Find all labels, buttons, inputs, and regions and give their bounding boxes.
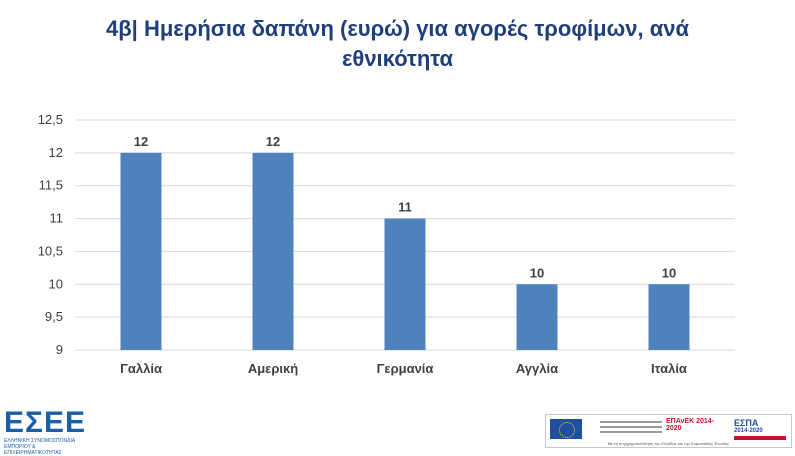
- bar: [120, 152, 162, 350]
- y-tick-label: 12,5: [38, 112, 63, 127]
- chart-title: 4β| Ημερήσια δαπάνη (ευρώ) για αγορές τρ…: [0, 14, 795, 74]
- y-tick-label: 11: [50, 211, 64, 226]
- x-tick-label: Αγγλία: [516, 361, 558, 376]
- greek-republic-emblem: [600, 418, 662, 440]
- bar: [252, 152, 294, 350]
- eu-flag-icon: [550, 419, 582, 439]
- espa-logo-years: 2014-2020: [734, 428, 763, 434]
- y-tick-label: 12: [49, 145, 63, 160]
- title-line-1: 4β| Ημερήσια δαπάνη (ευρώ) για αγορές τρ…: [106, 16, 689, 41]
- title-line-2: εθνικότητα: [341, 46, 454, 71]
- data-label: 12: [266, 134, 280, 149]
- x-tick-label: Αμερική: [248, 361, 298, 376]
- esee-logo-text: ΕΣΕΕ: [4, 406, 87, 439]
- data-label: 10: [530, 265, 544, 280]
- esee-logo-subtitle: ΕΛΛΗΝΙΚΗ ΣΥΝΟΜΟΣΠΟΝΔΙΑ ΕΜΠΟΡΙΟΥ & ΕΠΙΧΕΙ…: [4, 438, 75, 456]
- esee-logo: ΕΣΕΕ ΕΛΛΗΝΙΚΗ ΣΥΝΟΜΟΣΠΟΝΔΙΑ ΕΜΠΟΡΙΟΥ & Ε…: [4, 406, 104, 456]
- x-tick-label: Γαλλία: [120, 361, 162, 376]
- x-tick-label: Γερμανία: [377, 361, 434, 376]
- y-tick-label: 9,5: [45, 309, 63, 324]
- epanek-logo: ΕΠΑνΕΚ 2014-2020: [666, 418, 714, 432]
- x-tick-label: Ιταλία: [651, 361, 687, 376]
- data-label: 10: [662, 265, 676, 280]
- funding-banner: ΕΠΑνΕΚ 2014-2020 ΕΣΠΑ 2014-2020 Με τη συ…: [545, 414, 792, 448]
- bar: [384, 218, 426, 350]
- bar: [648, 284, 690, 350]
- data-label: 11: [398, 200, 412, 215]
- y-tick-label: 9: [56, 342, 63, 357]
- y-tick-label: 11,5: [39, 178, 63, 193]
- y-tick-label: 10,5: [38, 243, 63, 258]
- bar: [516, 284, 558, 350]
- y-tick-label: 10: [49, 276, 63, 291]
- espa-logo: ΕΣΠΑ 2014-2020: [734, 418, 786, 440]
- espa-logo-text: ΕΣΠΑ: [734, 418, 759, 428]
- bar-chart: 9 9,5 10 10,5 11 11,5 12 12,5 12 Γαλλία 12 Αμερική 1…: [38, 112, 735, 376]
- data-label: 12: [134, 134, 148, 149]
- banner-footer-text: Με τη συγχρηματοδότηση της Ελλάδας και τ…: [607, 441, 730, 446]
